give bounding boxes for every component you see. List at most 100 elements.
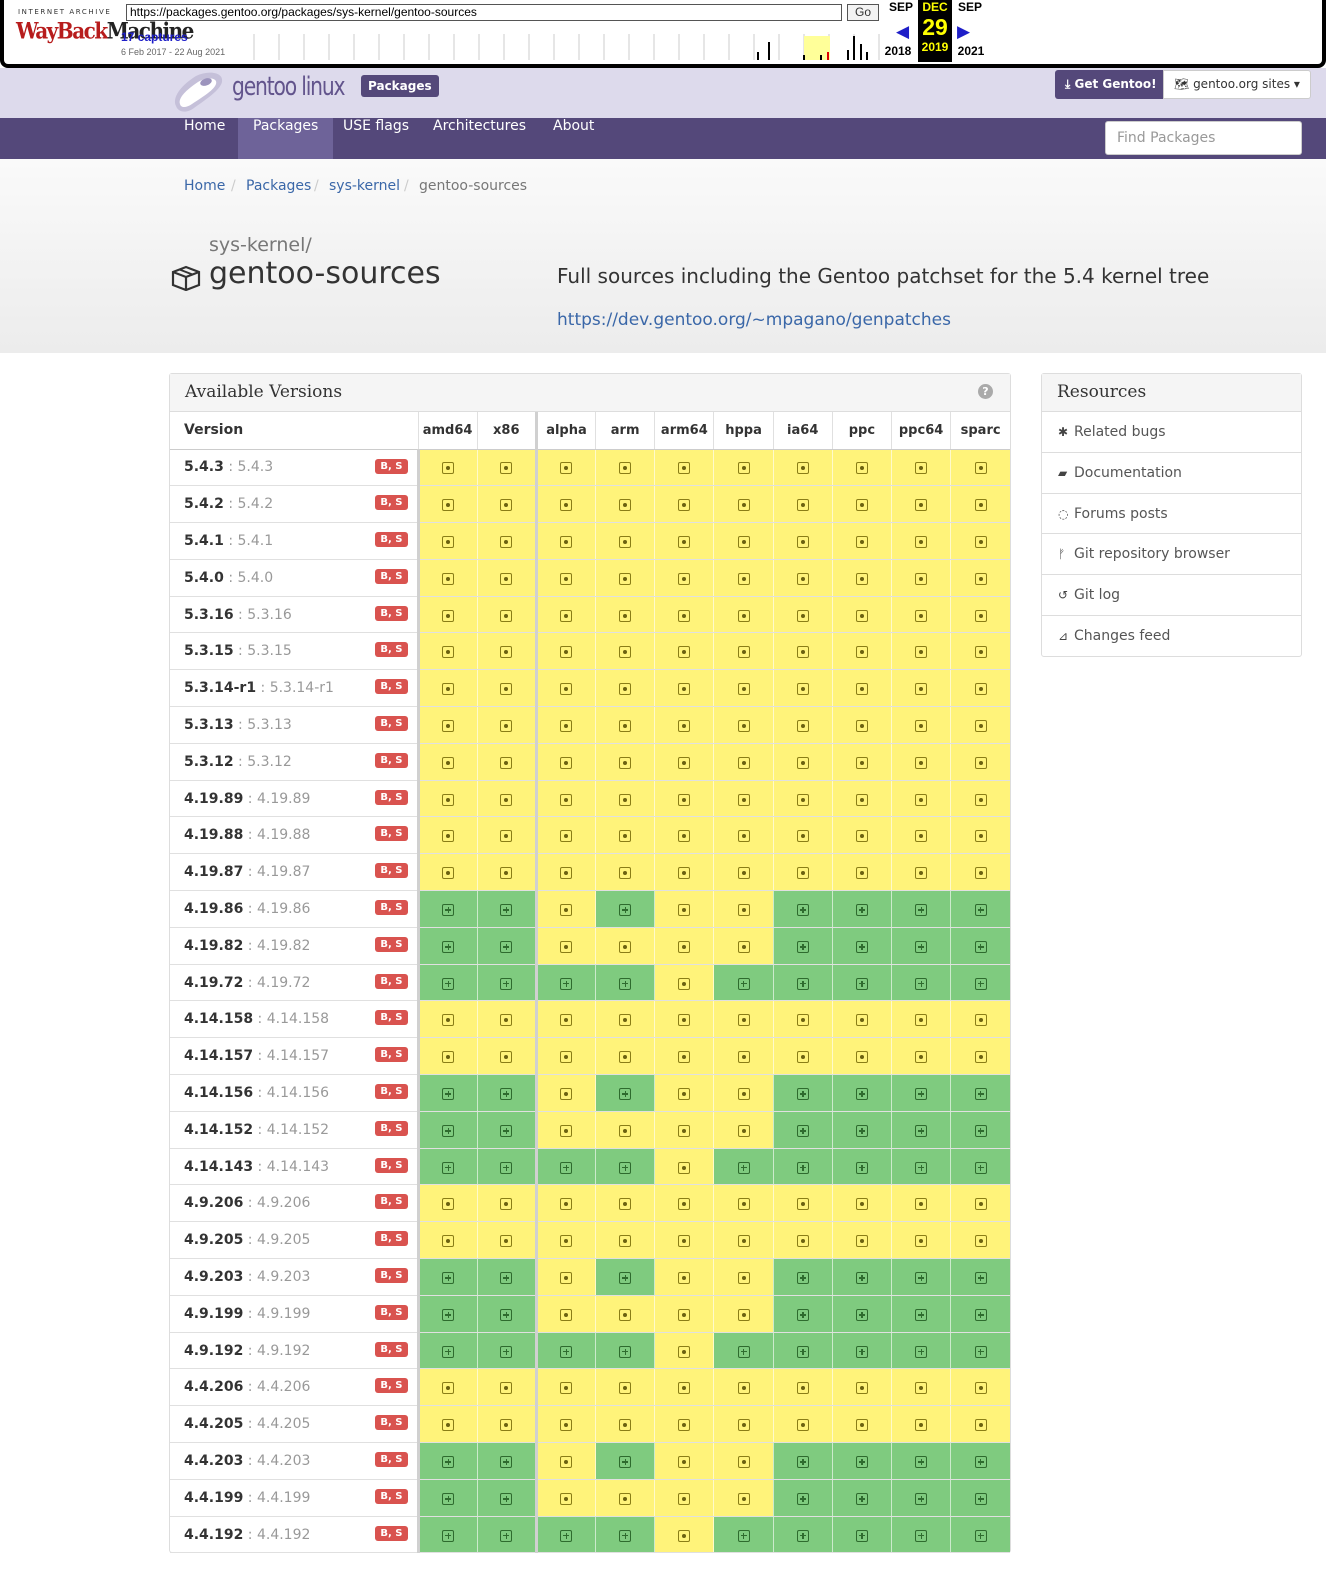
version-cell[interactable]: 4.19.72 : 4.19.72 B, S: [170, 964, 420, 1002]
version-cell[interactable]: 4.9.192 : 4.9.192 B, S: [170, 1332, 420, 1370]
get-gentoo-button[interactable]: ⤓ Get Gentoo!: [1055, 70, 1167, 99]
version-cell[interactable]: 4.19.82 : 4.19.82 B, S: [170, 927, 420, 965]
prev-month[interactable]: SEP: [888, 0, 913, 14]
breadcrumb-packages[interactable]: Packages: [246, 178, 312, 194]
resource-changes-feed[interactable]: ⊿ Changes feed: [1042, 616, 1301, 657]
version-number[interactable]: 4.9.205: [184, 1232, 244, 1249]
version-cell[interactable]: 4.14.157 : 4.14.157 B, S: [170, 1037, 420, 1076]
package-homepage-link[interactable]: https://dev.gentoo.org/~mpagano/genpatch…: [557, 310, 951, 330]
resource-git-log[interactable]: ↺ Git log: [1042, 575, 1301, 616]
version-cell[interactable]: 5.4.1 : 5.4.1 B, S: [170, 522, 420, 560]
version-number[interactable]: 4.4.203: [184, 1452, 244, 1469]
captures-link[interactable]: 17 captures: [121, 30, 188, 44]
next-year[interactable]: 2021: [957, 44, 985, 58]
breadcrumb-home[interactable]: Home: [184, 178, 226, 194]
version-number[interactable]: 5.4.3: [184, 459, 224, 476]
resource-git-browser[interactable]: ᚠ Git repository browser: [1042, 534, 1301, 576]
version-cell[interactable]: 4.4.199 : 4.4.199 B, S: [170, 1479, 420, 1517]
version-cell[interactable]: 5.3.13 : 5.3.13 B, S: [170, 706, 420, 744]
version-number[interactable]: 4.4.206: [184, 1379, 244, 1396]
version-cell[interactable]: 4.4.206 : 4.4.206 B, S: [170, 1368, 420, 1407]
version-number[interactable]: 4.19.72: [184, 974, 244, 991]
version-number[interactable]: 4.4.199: [184, 1489, 244, 1506]
resource-related-bugs[interactable]: ✱ Related bugs: [1042, 412, 1301, 453]
version-cell[interactable]: 4.9.206 : 4.9.206 B, S: [170, 1184, 420, 1223]
wayback-go-button[interactable]: Go: [847, 4, 879, 21]
version-cell[interactable]: 4.4.203 : 4.4.203 B, S: [170, 1442, 420, 1480]
version-number[interactable]: 4.19.89: [184, 790, 244, 807]
version-cell[interactable]: 5.3.15 : 5.3.15 B, S: [170, 632, 420, 671]
version-number[interactable]: 4.4.205: [184, 1416, 244, 1433]
version-cell[interactable]: 4.19.87 : 4.19.87 B, S: [170, 853, 420, 892]
version-number[interactable]: 4.9.206: [184, 1195, 244, 1212]
version-cell[interactable]: 5.3.16 : 5.3.16 B, S: [170, 596, 420, 634]
keyword-cell-ppc64-stable: [890, 1479, 951, 1517]
version-cell[interactable]: 5.3.14-r1 : 5.3.14-r1 B, S: [170, 669, 420, 708]
version-cell[interactable]: 4.14.152 : 4.14.152 B, S: [170, 1111, 420, 1149]
version-cell[interactable]: 4.9.205 : 4.9.205 B, S: [170, 1221, 420, 1260]
version-number[interactable]: 5.3.13: [184, 716, 234, 733]
resource-forums-posts[interactable]: ◌ Forums posts: [1042, 494, 1301, 535]
version-cell[interactable]: 4.9.199 : 4.9.199 B, S: [170, 1295, 420, 1333]
testing-dot-icon: [560, 535, 573, 548]
next-month[interactable]: SEP: [957, 0, 982, 14]
search-input[interactable]: Find Packages: [1105, 121, 1302, 155]
version-number[interactable]: 4.9.199: [184, 1305, 244, 1322]
version-number[interactable]: 5.3.12: [184, 753, 234, 770]
help-icon[interactable]: ?: [978, 384, 993, 399]
version-cell[interactable]: 4.19.88 : 4.19.88 B, S: [170, 816, 420, 855]
nav-about[interactable]: About: [553, 118, 595, 134]
nav-use-flags[interactable]: USE flags: [343, 118, 410, 134]
version-number[interactable]: 4.4.192: [184, 1526, 244, 1543]
logo-text[interactable]: gentoo linux: [232, 72, 346, 102]
next-capture-arrow-icon[interactable]: ▶: [957, 22, 971, 42]
version-cell[interactable]: 5.4.3 : 5.4.3 B, S: [170, 449, 420, 487]
version-cell[interactable]: 4.9.203 : 4.9.203 B, S: [170, 1258, 420, 1296]
version-cell[interactable]: 5.3.12 : 5.3.12 B, S: [170, 743, 420, 781]
version-number[interactable]: 4.19.86: [184, 900, 244, 917]
version-cell[interactable]: 4.14.156 : 4.14.156 B, S: [170, 1074, 420, 1112]
package-category[interactable]: sys-kernel/: [209, 234, 312, 256]
version-number[interactable]: 4.14.158: [184, 1011, 254, 1028]
nav-home[interactable]: Home: [184, 118, 226, 134]
version-number[interactable]: 5.3.15: [184, 643, 234, 660]
version-number[interactable]: 4.14.156: [184, 1084, 254, 1101]
version-number[interactable]: 4.9.192: [184, 1342, 244, 1359]
version-number[interactable]: 4.14.143: [184, 1158, 254, 1175]
version-cell[interactable]: 4.4.192 : 4.4.192 B, S: [170, 1516, 420, 1554]
version-cell[interactable]: 4.4.205 : 4.4.205 B, S: [170, 1405, 420, 1444]
breadcrumb-category[interactable]: sys-kernel: [329, 178, 401, 194]
resource-documentation[interactable]: ▰ Documentation: [1042, 453, 1301, 494]
restrict-badge: B, S: [375, 752, 408, 768]
prev-capture-arrow-icon[interactable]: ◀: [896, 22, 910, 42]
version-cell[interactable]: 5.4.2 : 5.4.2 B, S: [170, 485, 420, 524]
keyword-cell-ppc64-testing: [890, 853, 951, 892]
version-cell[interactable]: 4.14.158 : 4.14.158 B, S: [170, 1000, 420, 1039]
version-number[interactable]: 5.3.16: [184, 606, 234, 623]
version-number[interactable]: 4.14.152: [184, 1121, 254, 1138]
nav-architectures[interactable]: Architectures: [433, 118, 527, 134]
version-cell[interactable]: 4.19.89 : 4.19.89 B, S: [170, 780, 420, 818]
version-number[interactable]: 4.19.82: [184, 937, 244, 954]
version-cell[interactable]: 4.14.143 : 4.14.143 B, S: [170, 1148, 420, 1186]
version-number[interactable]: 5.4.2: [184, 496, 224, 513]
wayback-url-input[interactable]: https://packages.gentoo.org/packages/sys…: [126, 4, 842, 21]
version-number[interactable]: 4.14.157: [184, 1048, 254, 1065]
version-number[interactable]: 4.9.203: [184, 1268, 244, 1285]
version-cell[interactable]: 5.4.0 : 5.4.0 B, S: [170, 559, 420, 597]
wayback-logo[interactable]: WayBackMachine: [16, 18, 194, 44]
stable-plus-icon: [855, 1271, 868, 1284]
version-number[interactable]: 5.4.1: [184, 532, 224, 549]
version-cell[interactable]: 4.19.86 : 4.19.86 B, S: [170, 890, 420, 928]
gentoo-logo-icon[interactable]: [170, 68, 230, 116]
capture-sparkline[interactable]: [234, 30, 884, 60]
prev-year[interactable]: 2018: [884, 44, 912, 58]
nav-packages[interactable]: Packages: [238, 118, 334, 159]
version-number[interactable]: 5.3.14-r1: [184, 680, 257, 697]
version-number[interactable]: 5.4.0: [184, 569, 224, 586]
version-number[interactable]: 4.19.88: [184, 827, 244, 844]
version-number[interactable]: 4.19.87: [184, 864, 244, 881]
package-header: Home / Packages / sys-kernel / gentoo-so…: [0, 159, 1326, 353]
gentoo-sites-dropdown[interactable]: 🗺 gentoo.org sites ▾: [1163, 70, 1311, 99]
arch-header-arm64: arm64: [654, 412, 714, 450]
